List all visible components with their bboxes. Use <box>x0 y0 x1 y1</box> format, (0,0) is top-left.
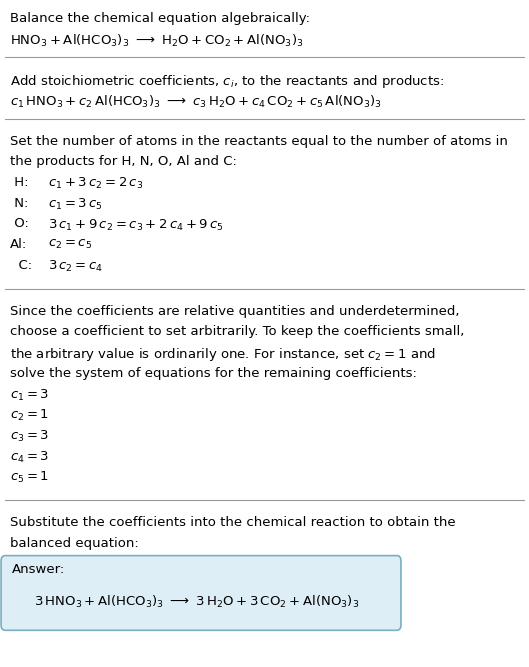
Text: N:: N: <box>10 197 28 209</box>
Text: $\mathrm{HNO_3 + Al(HCO_3)_3 \ \longrightarrow \ H_2O + CO_2 + Al(NO_3)_3}$: $\mathrm{HNO_3 + Al(HCO_3)_3 \ \longrigh… <box>10 33 303 49</box>
Text: Balance the chemical equation algebraically:: Balance the chemical equation algebraica… <box>10 12 309 25</box>
Text: H:: H: <box>10 176 28 189</box>
Text: $3\,\mathrm{HNO_3} + \mathrm{Al(HCO_3)_3} \ \longrightarrow \ 3\,\mathrm{H_2O} +: $3\,\mathrm{HNO_3} + \mathrm{Al(HCO_3)_3… <box>34 594 360 610</box>
Text: $3\,c_1 + 9\,c_2 = c_3 + 2\,c_4 + 9\,c_5$: $3\,c_1 + 9\,c_2 = c_3 + 2\,c_4 + 9\,c_5… <box>48 217 223 233</box>
Text: the arbitrary value is ordinarily one. For instance, set $c_2 = 1$ and: the arbitrary value is ordinarily one. F… <box>10 346 435 363</box>
Text: Al:: Al: <box>10 238 27 251</box>
Text: C:: C: <box>10 259 32 271</box>
Text: $c_1 + 3\,c_2 = 2\,c_3$: $c_1 + 3\,c_2 = 2\,c_3$ <box>48 176 143 191</box>
FancyBboxPatch shape <box>1 556 401 630</box>
Text: Since the coefficients are relative quantities and underdetermined,: Since the coefficients are relative quan… <box>10 305 459 317</box>
Text: solve the system of equations for the remaining coefficients:: solve the system of equations for the re… <box>10 367 416 380</box>
Text: Add stoichiometric coefficients, $c_i$, to the reactants and products:: Add stoichiometric coefficients, $c_i$, … <box>10 73 444 90</box>
Text: $c_1\,\mathrm{HNO_3} + c_2\,\mathrm{Al(HCO_3)_3} \ \longrightarrow \ c_3\,\mathr: $c_1\,\mathrm{HNO_3} + c_2\,\mathrm{Al(H… <box>10 94 381 110</box>
Text: balanced equation:: balanced equation: <box>10 537 138 550</box>
Text: the products for H, N, O, Al and C:: the products for H, N, O, Al and C: <box>10 155 236 168</box>
Text: $c_2 = c_5$: $c_2 = c_5$ <box>48 238 92 251</box>
Text: $c_2 = 1$: $c_2 = 1$ <box>10 408 49 424</box>
Text: $c_5 = 1$: $c_5 = 1$ <box>10 470 49 486</box>
Text: $c_1 = 3$: $c_1 = 3$ <box>10 388 49 403</box>
Text: Answer:: Answer: <box>12 563 65 576</box>
Text: O:: O: <box>10 217 29 230</box>
Text: $c_3 = 3$: $c_3 = 3$ <box>10 429 49 444</box>
Text: choose a coefficient to set arbitrarily. To keep the coefficients small,: choose a coefficient to set arbitrarily.… <box>10 325 464 338</box>
Text: $3\,c_2 = c_4$: $3\,c_2 = c_4$ <box>48 259 103 274</box>
Text: $c_1 = 3\,c_5$: $c_1 = 3\,c_5$ <box>48 197 102 212</box>
Text: Substitute the coefficients into the chemical reaction to obtain the: Substitute the coefficients into the che… <box>10 516 455 529</box>
Text: $c_4 = 3$: $c_4 = 3$ <box>10 450 49 465</box>
Text: Set the number of atoms in the reactants equal to the number of atoms in: Set the number of atoms in the reactants… <box>10 135 507 147</box>
